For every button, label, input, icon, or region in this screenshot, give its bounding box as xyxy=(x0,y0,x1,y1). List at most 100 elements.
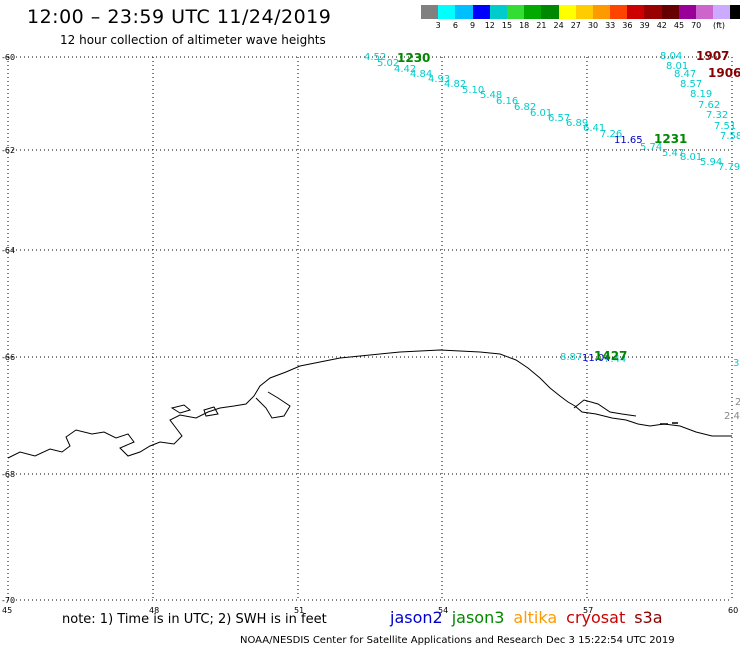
coastline-shelf xyxy=(573,399,637,417)
longitude-label: 45 xyxy=(2,606,12,615)
pass-time-label: 1231 xyxy=(654,132,687,146)
coastline-segment xyxy=(660,422,678,425)
legend-swatch xyxy=(421,5,439,19)
legend-swatch xyxy=(592,5,611,19)
legend-label: 33 xyxy=(605,21,616,30)
latitude-label: -64 xyxy=(2,246,15,255)
satellite-name: jason3 xyxy=(451,608,505,627)
legend-label: 18 xyxy=(519,21,530,30)
pass-time-label: 1906 xyxy=(708,66,740,80)
legend-swatch xyxy=(644,5,662,19)
legend-swatch xyxy=(610,5,628,19)
wave-height-value: 8.47 xyxy=(674,69,696,80)
wave-height-value: 6.89 xyxy=(566,118,588,129)
wave-height-value: 4.84 xyxy=(410,69,432,80)
legend-label: 45 xyxy=(673,21,685,30)
coastline-path xyxy=(7,349,732,459)
wave-height-labels: 4.525.024.424.844.934.825.105.486.166.82… xyxy=(364,49,740,422)
wave-height-value: 7.62 xyxy=(698,100,720,111)
wave-height-value: 8.87 xyxy=(560,352,582,363)
latitude-label: -70 xyxy=(2,596,15,605)
wave-height-value: 4.42 xyxy=(394,64,416,75)
coastline-island xyxy=(203,406,219,417)
legend-swatch xyxy=(696,5,714,19)
satellite-name: cryosat xyxy=(566,608,626,627)
longitude-label: 51 xyxy=(294,606,304,615)
legend-label: 12 xyxy=(484,21,495,30)
wave-height-value: 6.57 xyxy=(548,113,570,124)
legend-swatch xyxy=(541,5,559,19)
wave-height-value: 7.26 xyxy=(600,129,622,140)
legend-swatch xyxy=(455,5,473,19)
legend-label: 15 xyxy=(501,21,513,30)
wave-height-value: 5.47 xyxy=(662,148,684,159)
wave-height-value: 8.04 xyxy=(660,51,682,62)
wave-height-value: 6.41 xyxy=(583,123,605,134)
coastline-island xyxy=(170,404,192,414)
legend-swatch xyxy=(678,5,696,19)
latitude-label: -66 xyxy=(2,353,15,362)
latitude-label: -62 xyxy=(2,146,15,155)
latitude-label: -68 xyxy=(2,470,15,479)
wave-height-value: 5.94 xyxy=(700,157,722,168)
legend-swatch xyxy=(489,5,507,19)
pass-time-label: 1907 xyxy=(696,49,729,63)
edge-wave-value: 3 xyxy=(733,358,739,369)
wave-height-value: 7.79 xyxy=(718,162,740,173)
wave-height-value: 8.01 xyxy=(666,61,688,72)
satellite-name: s3a xyxy=(634,608,663,627)
legend-label: 42 xyxy=(656,21,667,30)
legend-label: 70 xyxy=(691,21,702,30)
wave-height-value: 11.65 xyxy=(614,135,643,146)
wave-height-value: 6.82 xyxy=(514,102,536,113)
footer-credit: NOAA/NESDIS Center for Satellite Applica… xyxy=(240,635,675,646)
legend-label: 27 xyxy=(570,21,581,30)
edge-wave-value: 2 xyxy=(735,397,740,408)
map-subtitle: 12 hour collection of altimeter wave hei… xyxy=(60,33,326,47)
longitude-label: 48 xyxy=(149,606,159,615)
legend-swatch xyxy=(472,5,490,19)
legend-swatch xyxy=(730,5,740,19)
legend-label: 3 xyxy=(435,21,441,30)
legend-label: 39 xyxy=(639,21,650,30)
wave-height-value: 11.04 xyxy=(582,353,611,364)
pass-time-label: 1427 xyxy=(594,349,627,363)
legend-swatch xyxy=(661,5,679,19)
legend-label: 30 xyxy=(587,21,599,30)
wave-height-value: 5.02 xyxy=(377,58,399,69)
satellite-name: jason2 xyxy=(390,608,443,627)
longitude-label: 54 xyxy=(438,606,448,615)
wave-height-value: 5.10 xyxy=(462,85,484,96)
wave-height-value: 5.48 xyxy=(480,90,502,101)
legend-label: 9 xyxy=(470,21,476,30)
legend-swatch xyxy=(506,5,525,19)
satellite-name: altika xyxy=(513,608,558,627)
wave-height-value: 4.52 xyxy=(364,52,386,63)
legend-swatch xyxy=(713,5,731,19)
longitude-label: 60 xyxy=(728,606,738,615)
wave-height-value: 7.51 xyxy=(714,121,736,132)
satellite-legend: jason2 jason3 altika cryosat s3a xyxy=(390,608,672,627)
wave-height-value: 8.57 xyxy=(680,79,702,90)
wave-height-value: 6.16 xyxy=(496,96,518,107)
wave-height-value: 7.58 xyxy=(720,131,740,142)
legend-swatch xyxy=(558,5,576,19)
antarctic-coastline xyxy=(7,349,732,459)
wave-height-value: 4.82 xyxy=(444,79,466,90)
legend-swatch xyxy=(627,5,645,19)
legend-unit: (ft) xyxy=(713,21,726,30)
legend-swatch xyxy=(438,5,456,19)
coastline-inlet xyxy=(255,391,291,419)
note-text: note: 1) Time is in UTC; 2) SWH is in fe… xyxy=(62,612,327,627)
pass-time-label: 1230 xyxy=(397,51,430,65)
latitude-label: -60 xyxy=(2,53,15,62)
wave-height-value: 5.74 xyxy=(640,142,662,153)
legend-label: 36 xyxy=(622,21,633,30)
wave-height-value: 7.32 xyxy=(706,110,728,121)
wave-height-color-legend xyxy=(421,5,740,19)
map-title: 12:00 – 23:59 UTC 11/24/2019 xyxy=(27,6,332,28)
edge-wave-value: 2.4 xyxy=(724,411,740,422)
legend-swatch xyxy=(575,5,593,19)
